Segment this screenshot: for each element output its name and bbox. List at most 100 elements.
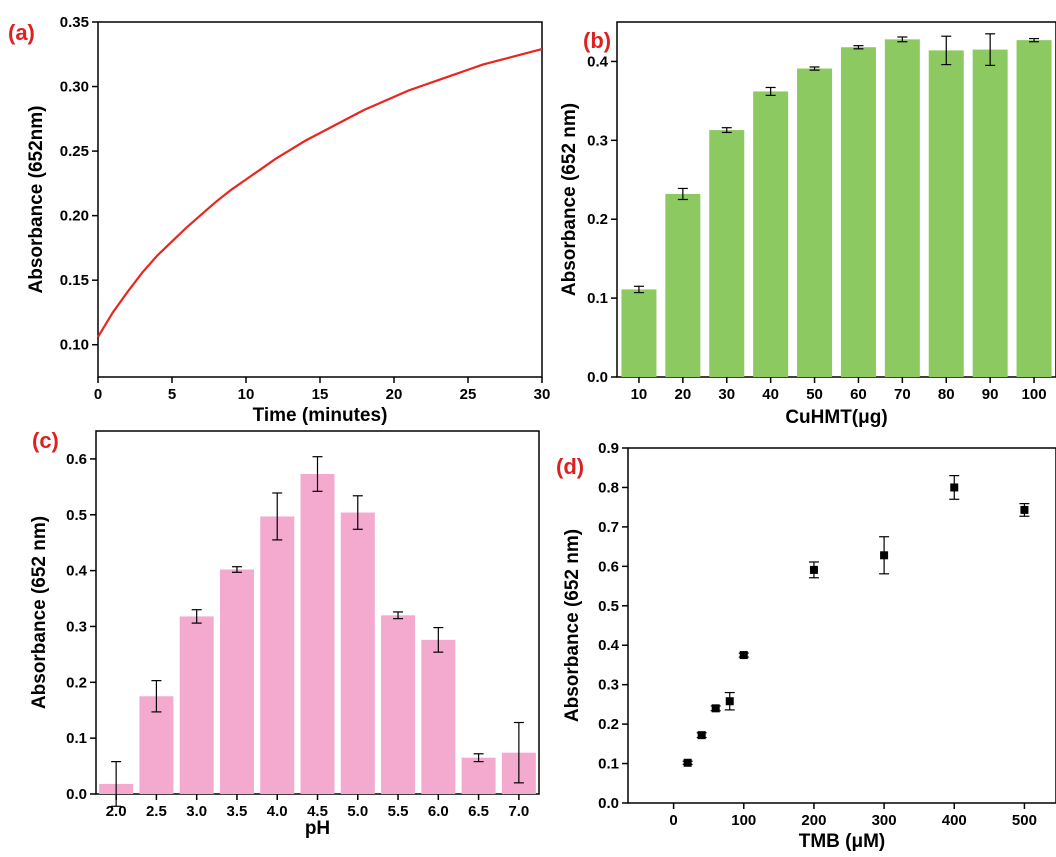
x-tick-label: 0	[94, 386, 102, 403]
x-tick-label: 4.5	[307, 803, 328, 820]
panel-label: (d)	[556, 454, 584, 479]
y-tick-label: 0.1	[66, 730, 87, 747]
x-axis-label: TMB (μM)	[799, 831, 886, 852]
panel-label: (a)	[8, 20, 35, 45]
y-tick-label: 0.6	[66, 451, 87, 468]
plot-frame-b	[616, 21, 1056, 378]
bar	[260, 516, 295, 794]
y-tick-label: 0.2	[587, 211, 608, 228]
bar	[300, 474, 335, 794]
x-tick-label: 20	[675, 386, 692, 403]
x-tick-label: 2.0	[106, 803, 127, 820]
bar	[621, 289, 657, 377]
bar	[709, 130, 745, 377]
x-tick-label: 2.5	[146, 803, 167, 820]
plot-frame-a	[97, 21, 543, 378]
y-tick-label: 0.7	[598, 519, 619, 536]
data-point	[950, 483, 959, 492]
x-tick-label: 3.5	[227, 803, 248, 820]
y-tick-label: 0.4	[598, 637, 620, 654]
data-point	[683, 758, 692, 767]
x-tick-label: 4.0	[267, 803, 288, 820]
y-tick-label: 0.4	[587, 53, 609, 70]
x-tick-label: 5.5	[388, 803, 409, 820]
x-tick-label: 10	[238, 386, 255, 403]
x-tick-label: 400	[942, 812, 967, 829]
y-tick-label: 0.15	[60, 272, 89, 289]
data-point	[697, 731, 706, 740]
x-tick-label: 100	[731, 812, 756, 829]
panel-label: (b)	[583, 28, 611, 53]
x-tick-label: 500	[1012, 812, 1037, 829]
y-tick-label: 0.1	[587, 290, 608, 307]
x-tick-label: 7.0	[508, 803, 529, 820]
x-tick-label: 100	[1022, 386, 1047, 403]
y-tick-label: 0.0	[587, 369, 608, 386]
x-tick-label: 50	[806, 386, 823, 403]
bar	[421, 639, 456, 794]
plot-frame-d	[627, 447, 1056, 804]
data-point	[880, 551, 889, 560]
bar	[884, 39, 920, 377]
x-tick-label: 30	[534, 386, 551, 403]
x-tick-label: 10	[631, 386, 648, 403]
data-point	[711, 704, 720, 713]
x-axis-label: pH	[305, 818, 330, 839]
bar	[972, 49, 1008, 377]
x-tick-label: 6.5	[468, 803, 489, 820]
bar	[1016, 40, 1052, 378]
x-tick-label: 60	[850, 386, 867, 403]
x-tick-label: 80	[938, 386, 955, 403]
bar	[179, 616, 214, 794]
bar	[753, 91, 789, 377]
x-tick-label: 30	[718, 386, 735, 403]
x-tick-label: 20	[386, 386, 403, 403]
y-tick-label: 0.2	[66, 674, 87, 691]
y-axis-label: Absorbance (652 nm)	[559, 103, 580, 296]
panel-label: (c)	[32, 428, 59, 453]
x-tick-label: 6.0	[428, 803, 449, 820]
x-tick-label: 0	[669, 812, 677, 829]
y-tick-label: 0.5	[66, 507, 87, 524]
x-tick-label: 300	[872, 812, 897, 829]
y-tick-label: 0.6	[598, 558, 619, 575]
y-tick-label: 0.5	[598, 598, 619, 615]
y-axis-label: Absorbance (652nm)	[26, 106, 47, 294]
y-tick-label: 0.3	[598, 677, 619, 694]
y-axis-label: Absorbance (652 nm)	[562, 529, 583, 722]
y-tick-label: 0.3	[66, 618, 87, 635]
bar	[340, 512, 375, 794]
x-tick-label: 5	[168, 386, 176, 403]
bar	[139, 696, 174, 794]
bar	[840, 47, 876, 377]
data-point	[725, 697, 734, 706]
y-tick-label: 0.8	[598, 479, 619, 496]
x-tick-label: 5.0	[347, 803, 368, 820]
x-tick-label: 70	[894, 386, 911, 403]
bar	[381, 615, 416, 794]
x-tick-label: 40	[762, 386, 779, 403]
y-tick-label: 0.0	[66, 786, 87, 803]
y-tick-label: 0.9	[598, 440, 619, 457]
y-tick-label: 0.1	[598, 756, 619, 773]
x-tick-label: 3.0	[186, 803, 207, 820]
y-tick-label: 0.25	[60, 143, 89, 160]
x-tick-label: 90	[982, 386, 999, 403]
y-tick-label: 0.0	[598, 795, 619, 812]
x-axis-label: Time (minutes)	[253, 405, 388, 426]
series-line	[97, 48, 543, 338]
x-axis-label: CuHMT(μg)	[785, 407, 887, 428]
y-tick-label: 0.30	[60, 79, 89, 96]
y-tick-label: 0.4	[66, 563, 88, 580]
bar	[797, 68, 833, 378]
y-tick-label: 0.2	[598, 716, 619, 733]
data-point	[809, 565, 818, 574]
bar	[928, 50, 964, 378]
y-axis-label: Absorbance (652 nm)	[29, 516, 50, 709]
x-tick-label: 15	[312, 386, 329, 403]
y-tick-label: 0.10	[60, 337, 89, 354]
bar	[219, 569, 254, 794]
y-tick-label: 0.35	[60, 14, 89, 31]
y-tick-label: 0.20	[60, 208, 89, 225]
